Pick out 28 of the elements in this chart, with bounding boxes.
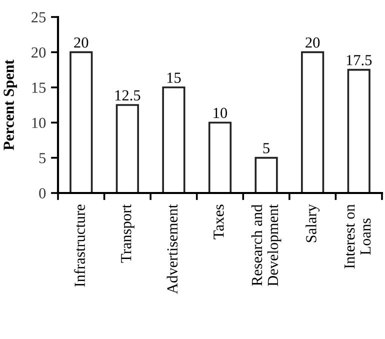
x-tick-label: Transport	[121, 204, 134, 263]
bar	[162, 86, 186, 193]
y-tick-label: 5	[39, 153, 46, 164]
data-label: 12.5	[115, 90, 140, 101]
y-tick-label: 10	[32, 118, 46, 128]
data-label: 15	[167, 72, 181, 83]
x-tick-label: Taxes	[214, 204, 224, 240]
bar	[116, 104, 139, 193]
data-label: 20	[74, 37, 88, 48]
x-tick-label: Interest on Loans	[344, 204, 371, 268]
data-label: 20	[306, 37, 320, 48]
bar	[208, 122, 232, 193]
bar	[70, 51, 93, 193]
y-tick-label: 20	[32, 47, 46, 58]
y-tick-label: 25	[32, 12, 46, 22]
x-tick-label: Infrastructure	[74, 204, 85, 287]
x-tick-label: Research and Development	[251, 204, 282, 286]
bar	[347, 68, 370, 193]
data-label: 17.5	[346, 55, 372, 66]
x-tick-label: Advertisement	[166, 204, 178, 294]
bar	[301, 51, 324, 193]
y-axis-title: Percent Spent	[4, 60, 18, 150]
bar	[254, 156, 278, 193]
y-tick-label: 0	[39, 188, 46, 198]
data-label: 5	[263, 143, 270, 154]
x-tick-label: Salary	[306, 204, 320, 242]
y-tick-label: 15	[32, 82, 46, 93]
data-label: 10	[214, 108, 228, 118]
